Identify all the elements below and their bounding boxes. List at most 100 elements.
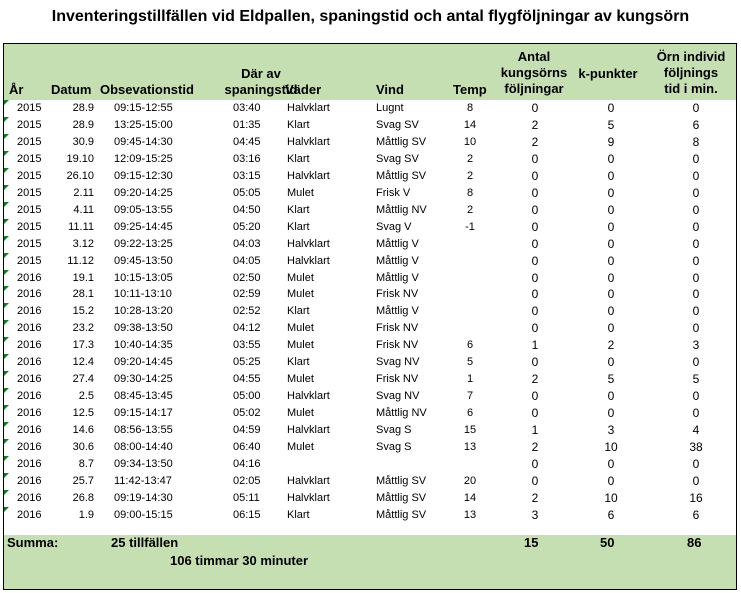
- cell-temp: 2: [466, 152, 474, 165]
- cell-orn-tid: 0: [692, 219, 700, 234]
- cell-datum: 19.10: [66, 152, 94, 165]
- cell-observationstid: 09:00-15:15: [114, 508, 173, 521]
- table-row: 2016 2.5 08:45-13:45 05:00 Halvklart Svag NV 7…: [4, 388, 736, 405]
- cell-orn-tid: 6: [692, 117, 700, 132]
- cell-vader: Mulet: [287, 441, 314, 454]
- cell-observationstid: 09:19-14:30: [114, 491, 173, 504]
- cell-observationstid: 08:56-13:55: [114, 424, 173, 437]
- cell-vind: Måttlig V: [376, 271, 419, 284]
- cell-k-punkter: 6: [607, 507, 615, 522]
- cell-orn-tid: 16: [689, 490, 703, 505]
- cell-orn-tid: 0: [692, 253, 700, 268]
- table-row: 2016 1.9 09:00-15:15 06:15 Klart Måttlig SV 13…: [4, 506, 736, 524]
- cell-orn-tid: 0: [692, 185, 700, 200]
- cell-datum: 26.10: [66, 169, 94, 182]
- cell-ar: 2015: [17, 118, 42, 131]
- cell-datum: 26.8: [72, 491, 94, 504]
- cell-vind: Svag S: [376, 424, 412, 437]
- cell-orn-tid: 5: [692, 372, 700, 387]
- cell-antal: 0: [531, 457, 539, 472]
- cell-vader: Halvklart: [287, 169, 330, 182]
- table-row: 2015 2.11 09:20-14:25 05:05 Mulet Frisk V 8 0 0 0: [4, 184, 736, 202]
- cell-vader: Halvklart: [287, 237, 330, 250]
- cell-orn-tid: 4: [692, 423, 700, 438]
- cell-antal: 0: [531, 287, 539, 302]
- cell-marker-icon: [4, 167, 9, 173]
- cell-spaningstid: 04:59: [233, 424, 261, 437]
- cell-antal: 0: [531, 253, 539, 268]
- cell-observationstid: 12:09-15:25: [114, 152, 173, 165]
- cell-marker-icon: [4, 354, 9, 360]
- cell-ar: 2016: [17, 441, 42, 454]
- cell-orn-tid: 0: [692, 473, 700, 488]
- cell-spaningstid: 05:05: [233, 186, 261, 199]
- cell-vind: Måttlig NV: [376, 407, 427, 420]
- cell-k-punkter: 0: [607, 406, 615, 421]
- cell-datum: 28.9: [72, 118, 94, 131]
- cell-observationstid: 09:20-14:25: [114, 186, 173, 199]
- header-temp: Temp: [453, 82, 487, 97]
- footer-total-tid: 106 timmar 30 minuter: [170, 553, 309, 568]
- cell-ar: 2016: [17, 339, 42, 352]
- cell-antal: 2: [531, 490, 539, 505]
- header-observationstid: Obsevationstid: [100, 82, 194, 97]
- cell-ar: 2015: [17, 254, 42, 267]
- cell-vind: Svag SV: [376, 152, 419, 165]
- cell-datum: 8.7: [78, 458, 94, 471]
- cell-datum: 30.9: [72, 135, 94, 148]
- cell-spaningstid: 05:11: [233, 491, 260, 504]
- cell-ar: 2016: [17, 424, 42, 437]
- cell-orn-tid: 0: [692, 151, 700, 166]
- table-row: 2015 19.10 12:09-15:25 03:16 Klart Svag SV 2 0 0…: [4, 150, 736, 168]
- footer-antal-sum: 15: [524, 535, 539, 550]
- cell-spaningstid: 02:59: [233, 288, 261, 301]
- cell-k-punkter: 0: [607, 101, 615, 115]
- cell-antal: 1: [531, 423, 539, 438]
- cell-spaningstid: 03:15: [233, 169, 261, 182]
- cell-vind: Måttlig SV: [376, 135, 427, 148]
- header-datum: Datum: [51, 82, 92, 97]
- table-row: 2015 3.12 09:22-13:25 04:03 Halvklart Måttlig…: [4, 235, 736, 253]
- cell-marker-icon: [4, 320, 9, 326]
- cell-marker-icon: [4, 472, 9, 478]
- cell-vader: Mulet: [287, 288, 314, 301]
- cell-antal: 2: [531, 117, 539, 132]
- cell-k-punkter: 5: [607, 117, 615, 132]
- cell-observationstid: 09:05-13:55: [114, 203, 173, 216]
- cell-temp: 7: [466, 390, 474, 403]
- cell-spaningstid: 04:03: [233, 237, 261, 250]
- cell-vind: Måttlig SV: [376, 508, 427, 521]
- table-row: 2016 26.8 09:19-14:30 05:11 Halvklart Måttlig…: [4, 489, 736, 507]
- cell-antal: 0: [531, 202, 539, 217]
- cell-temp: 13: [463, 441, 477, 454]
- cell-ar: 2016: [17, 322, 42, 335]
- cell-antal: 3: [531, 507, 539, 522]
- cell-antal: 1: [531, 338, 539, 353]
- table-header: År Datum Obsevationstid Där av spaningst…: [4, 44, 736, 100]
- cell-marker-icon: [4, 116, 9, 122]
- cell-spaningstid: 04:12: [233, 322, 261, 335]
- cell-observationstid: 13:25-15:00: [114, 118, 173, 131]
- cell-ar: 2015: [17, 186, 42, 199]
- cell-spaningstid: 06:15: [233, 508, 261, 521]
- cell-ar: 2016: [17, 491, 42, 504]
- cell-vind: Måttlig NV: [376, 203, 427, 216]
- cell-vind: Svag S: [376, 441, 412, 454]
- cell-k-punkter: 2: [607, 338, 615, 353]
- cell-datum: 23.2: [72, 322, 94, 335]
- cell-spaningstid: 03:40: [233, 102, 261, 114]
- cell-ar: 2016: [17, 390, 42, 403]
- footer-summa: Summa:: [7, 535, 59, 550]
- cell-spaningstid: 01:35: [233, 118, 261, 131]
- cell-vader: Mulet: [287, 271, 314, 284]
- cell-vader: Mulet: [287, 322, 314, 335]
- cell-datum: 14.6: [72, 424, 94, 437]
- cell-vind: Frisk V: [376, 186, 411, 199]
- cell-antal: 0: [531, 406, 539, 421]
- cell-marker-icon: [4, 184, 9, 190]
- footer-k-punkter-sum: 50: [600, 535, 615, 550]
- cell-orn-tid: 0: [692, 202, 700, 217]
- cell-observationstid: 10:28-13:20: [114, 305, 173, 318]
- cell-spaningstid: 05:25: [233, 356, 261, 369]
- cell-k-punkter: 0: [607, 355, 615, 370]
